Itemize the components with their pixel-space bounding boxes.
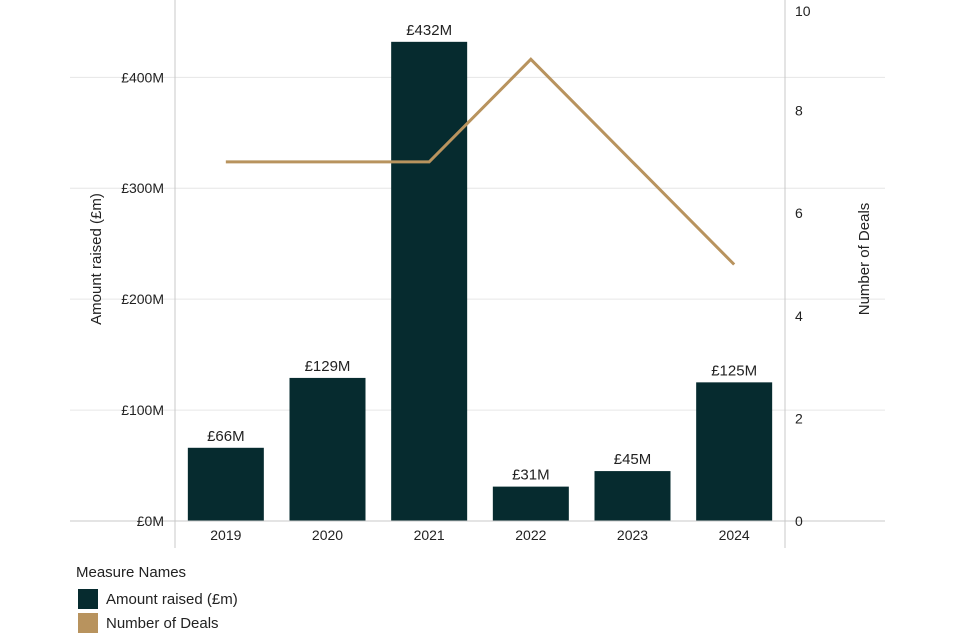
bar-2019 — [187, 447, 264, 521]
x-tick-label-2023: 2023 — [617, 527, 648, 543]
deals-line — [225, 57, 736, 266]
x-tick-label-2020: 2020 — [312, 527, 343, 543]
bar-label-2019: £66M — [207, 428, 245, 445]
legend-swatch-amount — [78, 589, 98, 609]
bar-2023 — [594, 471, 671, 521]
bar-label-2023: £45M — [614, 451, 652, 468]
x-tick-label-2024: 2024 — [719, 527, 750, 543]
gridlines — [70, 76, 885, 411]
bar-2021 — [391, 41, 468, 522]
y2-tick-label-3: 6 — [795, 205, 803, 221]
combo-chart: £66M £129M £432M £31M £45M £125M £0M £100M £200M… — [70, 0, 885, 548]
x-tick-label-2019: 2019 — [210, 527, 241, 543]
y2-tick-label-5: 10 — [795, 3, 811, 19]
y2-tick-label-0: 0 — [795, 513, 803, 529]
legend: Measure Names Amount raised (£m) Number … — [76, 564, 238, 635]
deals-line-layer — [225, 57, 736, 266]
legend-label-amount: Amount raised (£m) — [106, 590, 238, 608]
x-tick-label-2022: 2022 — [515, 527, 546, 543]
legend-title: Measure Names — [76, 564, 187, 581]
y2-tick-label-2: 4 — [795, 308, 803, 324]
legend-label-deals: Number of Deals — [106, 614, 219, 632]
bar-2024 — [696, 382, 773, 521]
axes — [70, 0, 885, 548]
y2-tick-label-4: 8 — [795, 103, 803, 119]
legend-item-deals: Number of Deals — [78, 611, 238, 635]
y-tick-label-2: £200M — [121, 291, 164, 307]
bar-label-2020: £129M — [305, 358, 351, 375]
y-axis-title: Amount raised (£m) — [88, 193, 105, 325]
bar-label-2024: £125M — [711, 362, 757, 379]
bars — [187, 41, 773, 522]
bar-label-2022: £31M — [512, 467, 550, 484]
y-tick-label-1: £100M — [121, 402, 164, 418]
y2-axis-title: Number of Deals — [856, 203, 873, 316]
y2-tick-label-1: 2 — [795, 410, 803, 426]
y-tick-label-0: £0M — [137, 513, 164, 529]
x-tick-label-2021: 2021 — [414, 527, 445, 543]
tick-labels: £66M £129M £432M £31M £45M £125M £0M £100M £200M… — [121, 3, 811, 543]
bar-2022 — [492, 486, 569, 521]
y-tick-label-3: £300M — [121, 180, 164, 196]
legend-swatch-deals — [78, 613, 98, 633]
y-tick-label-4: £400M — [121, 69, 164, 85]
bar-2020 — [289, 377, 366, 521]
bar-label-2021: £432M — [406, 22, 452, 39]
legend-item-amount: Amount raised (£m) — [78, 587, 238, 611]
